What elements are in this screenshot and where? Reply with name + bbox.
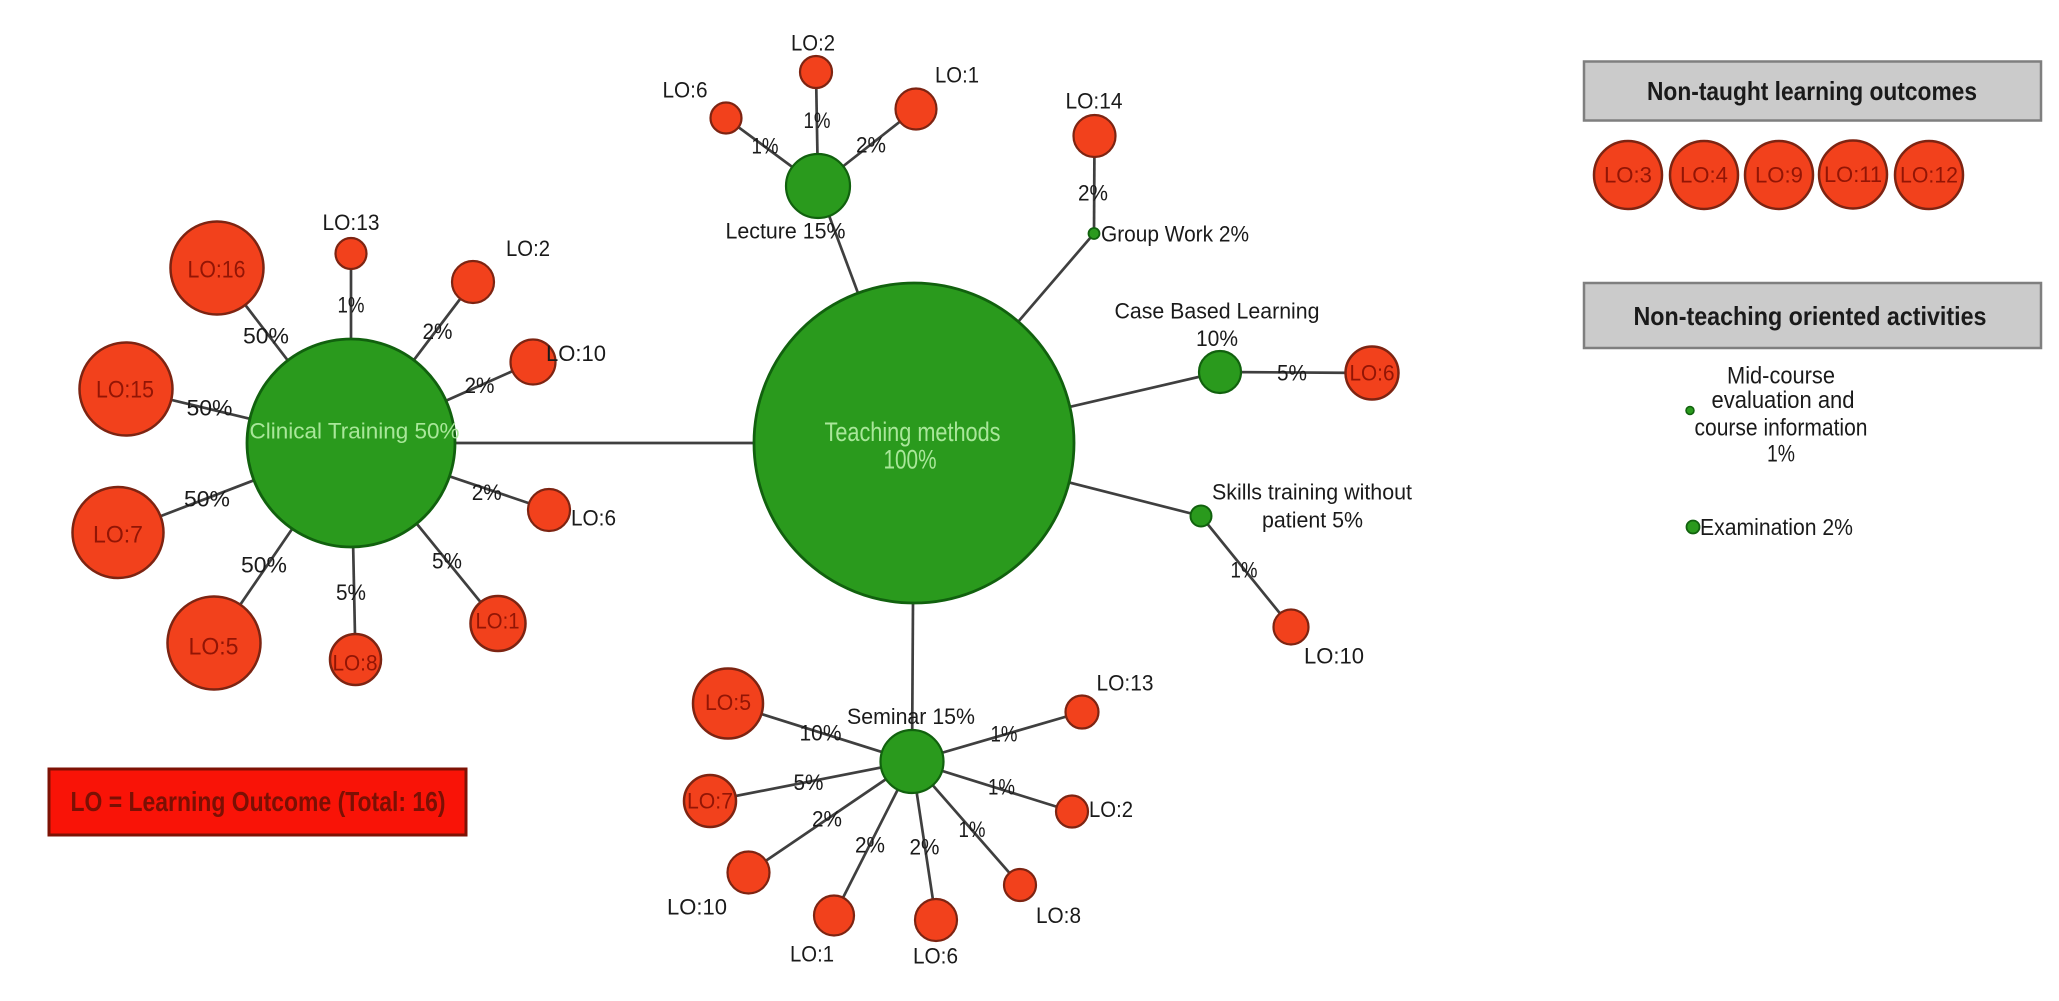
svg-text:LO:12: LO:12 (1900, 163, 1958, 188)
svg-text:LO:1: LO:1 (790, 942, 834, 967)
svg-text:LO:13: LO:13 (1097, 671, 1154, 696)
svg-text:LO:3: LO:3 (1604, 163, 1652, 188)
svg-text:5%: 5% (794, 770, 824, 795)
svg-text:LO:2: LO:2 (791, 31, 835, 56)
svg-text:1%: 1% (338, 293, 365, 318)
svg-text:patient 5%: patient 5% (1262, 508, 1363, 533)
svg-text:50%: 50% (187, 396, 233, 421)
svg-text:Skills training without: Skills training without (1212, 480, 1412, 505)
svg-text:LO:2: LO:2 (506, 236, 550, 261)
svg-text:Non-taught learning outcomes: Non-taught learning outcomes (1647, 76, 1977, 106)
svg-text:50%: 50% (243, 324, 289, 349)
svg-text:1%: 1% (752, 134, 779, 159)
svg-text:1%: 1% (988, 775, 1015, 800)
svg-text:2%: 2% (910, 835, 940, 860)
svg-text:2%: 2% (1078, 181, 1108, 206)
svg-text:LO:11: LO:11 (1824, 162, 1882, 187)
svg-text:2%: 2% (472, 480, 502, 505)
svg-text:Clinical Training 50%: Clinical Training 50% (250, 419, 460, 444)
svg-text:LO:13: LO:13 (323, 210, 380, 235)
svg-text:LO:14: LO:14 (1066, 89, 1123, 114)
svg-text:Lecture 15%: Lecture 15% (726, 219, 846, 244)
svg-text:1%: 1% (1767, 441, 1795, 468)
svg-text:1%: 1% (1231, 558, 1258, 583)
svg-text:1%: 1% (959, 817, 986, 842)
svg-text:evaluation and: evaluation and (1712, 387, 1855, 414)
svg-text:LO:8: LO:8 (333, 651, 378, 676)
svg-text:LO:6: LO:6 (663, 78, 708, 103)
svg-text:LO:5: LO:5 (705, 690, 751, 715)
svg-text:course information: course information (1695, 415, 1868, 442)
svg-text:LO:6: LO:6 (1350, 361, 1395, 386)
svg-text:2%: 2% (855, 833, 885, 858)
svg-text:LO:8: LO:8 (1036, 903, 1081, 928)
svg-text:Mid-course: Mid-course (1727, 363, 1835, 390)
svg-text:2%: 2% (465, 373, 495, 398)
svg-text:2%: 2% (812, 807, 842, 832)
svg-text:5%: 5% (1277, 361, 1307, 386)
svg-text:LO:7: LO:7 (93, 522, 143, 549)
svg-text:Case Based Learning: Case Based Learning (1115, 299, 1320, 324)
svg-text:LO:16: LO:16 (188, 257, 246, 284)
svg-text:LO:6: LO:6 (913, 944, 958, 969)
svg-text:1%: 1% (991, 722, 1018, 747)
svg-text:Teaching methods: Teaching methods (825, 417, 1001, 447)
svg-text:LO:9: LO:9 (1755, 163, 1803, 188)
svg-text:5%: 5% (336, 580, 366, 605)
svg-text:LO:4: LO:4 (1680, 163, 1728, 188)
svg-text:5%: 5% (432, 549, 462, 574)
svg-text:LO:10: LO:10 (546, 341, 606, 366)
svg-text:2%: 2% (423, 319, 453, 344)
svg-text:Group Work 2%: Group Work 2% (1101, 222, 1249, 247)
svg-text:10%: 10% (800, 721, 842, 746)
svg-text:1%: 1% (804, 108, 831, 133)
svg-text:10%: 10% (1196, 326, 1238, 351)
svg-text:LO:1: LO:1 (935, 63, 979, 88)
svg-text:100%: 100% (884, 445, 937, 475)
svg-text:LO:2: LO:2 (1089, 797, 1133, 822)
svg-text:LO:10: LO:10 (1304, 644, 1364, 669)
svg-text:Non-teaching oriented activiti: Non-teaching oriented activities (1634, 301, 1987, 331)
svg-text:LO:1: LO:1 (476, 609, 520, 634)
svg-text:LO:5: LO:5 (189, 634, 239, 661)
svg-text:LO:10: LO:10 (667, 895, 727, 920)
svg-text:LO = Learning Outcome (Total:: LO = Learning Outcome (Total: 16) (71, 786, 446, 817)
svg-text:LO:6: LO:6 (571, 506, 616, 531)
svg-text:Seminar 15%: Seminar 15% (847, 704, 975, 729)
svg-text:50%: 50% (184, 487, 230, 512)
svg-text:Examination 2%: Examination 2% (1700, 514, 1853, 540)
svg-text:2%: 2% (856, 133, 886, 158)
svg-text:LO:15: LO:15 (96, 377, 154, 404)
svg-text:50%: 50% (241, 553, 287, 578)
svg-text:LO:7: LO:7 (687, 789, 733, 814)
